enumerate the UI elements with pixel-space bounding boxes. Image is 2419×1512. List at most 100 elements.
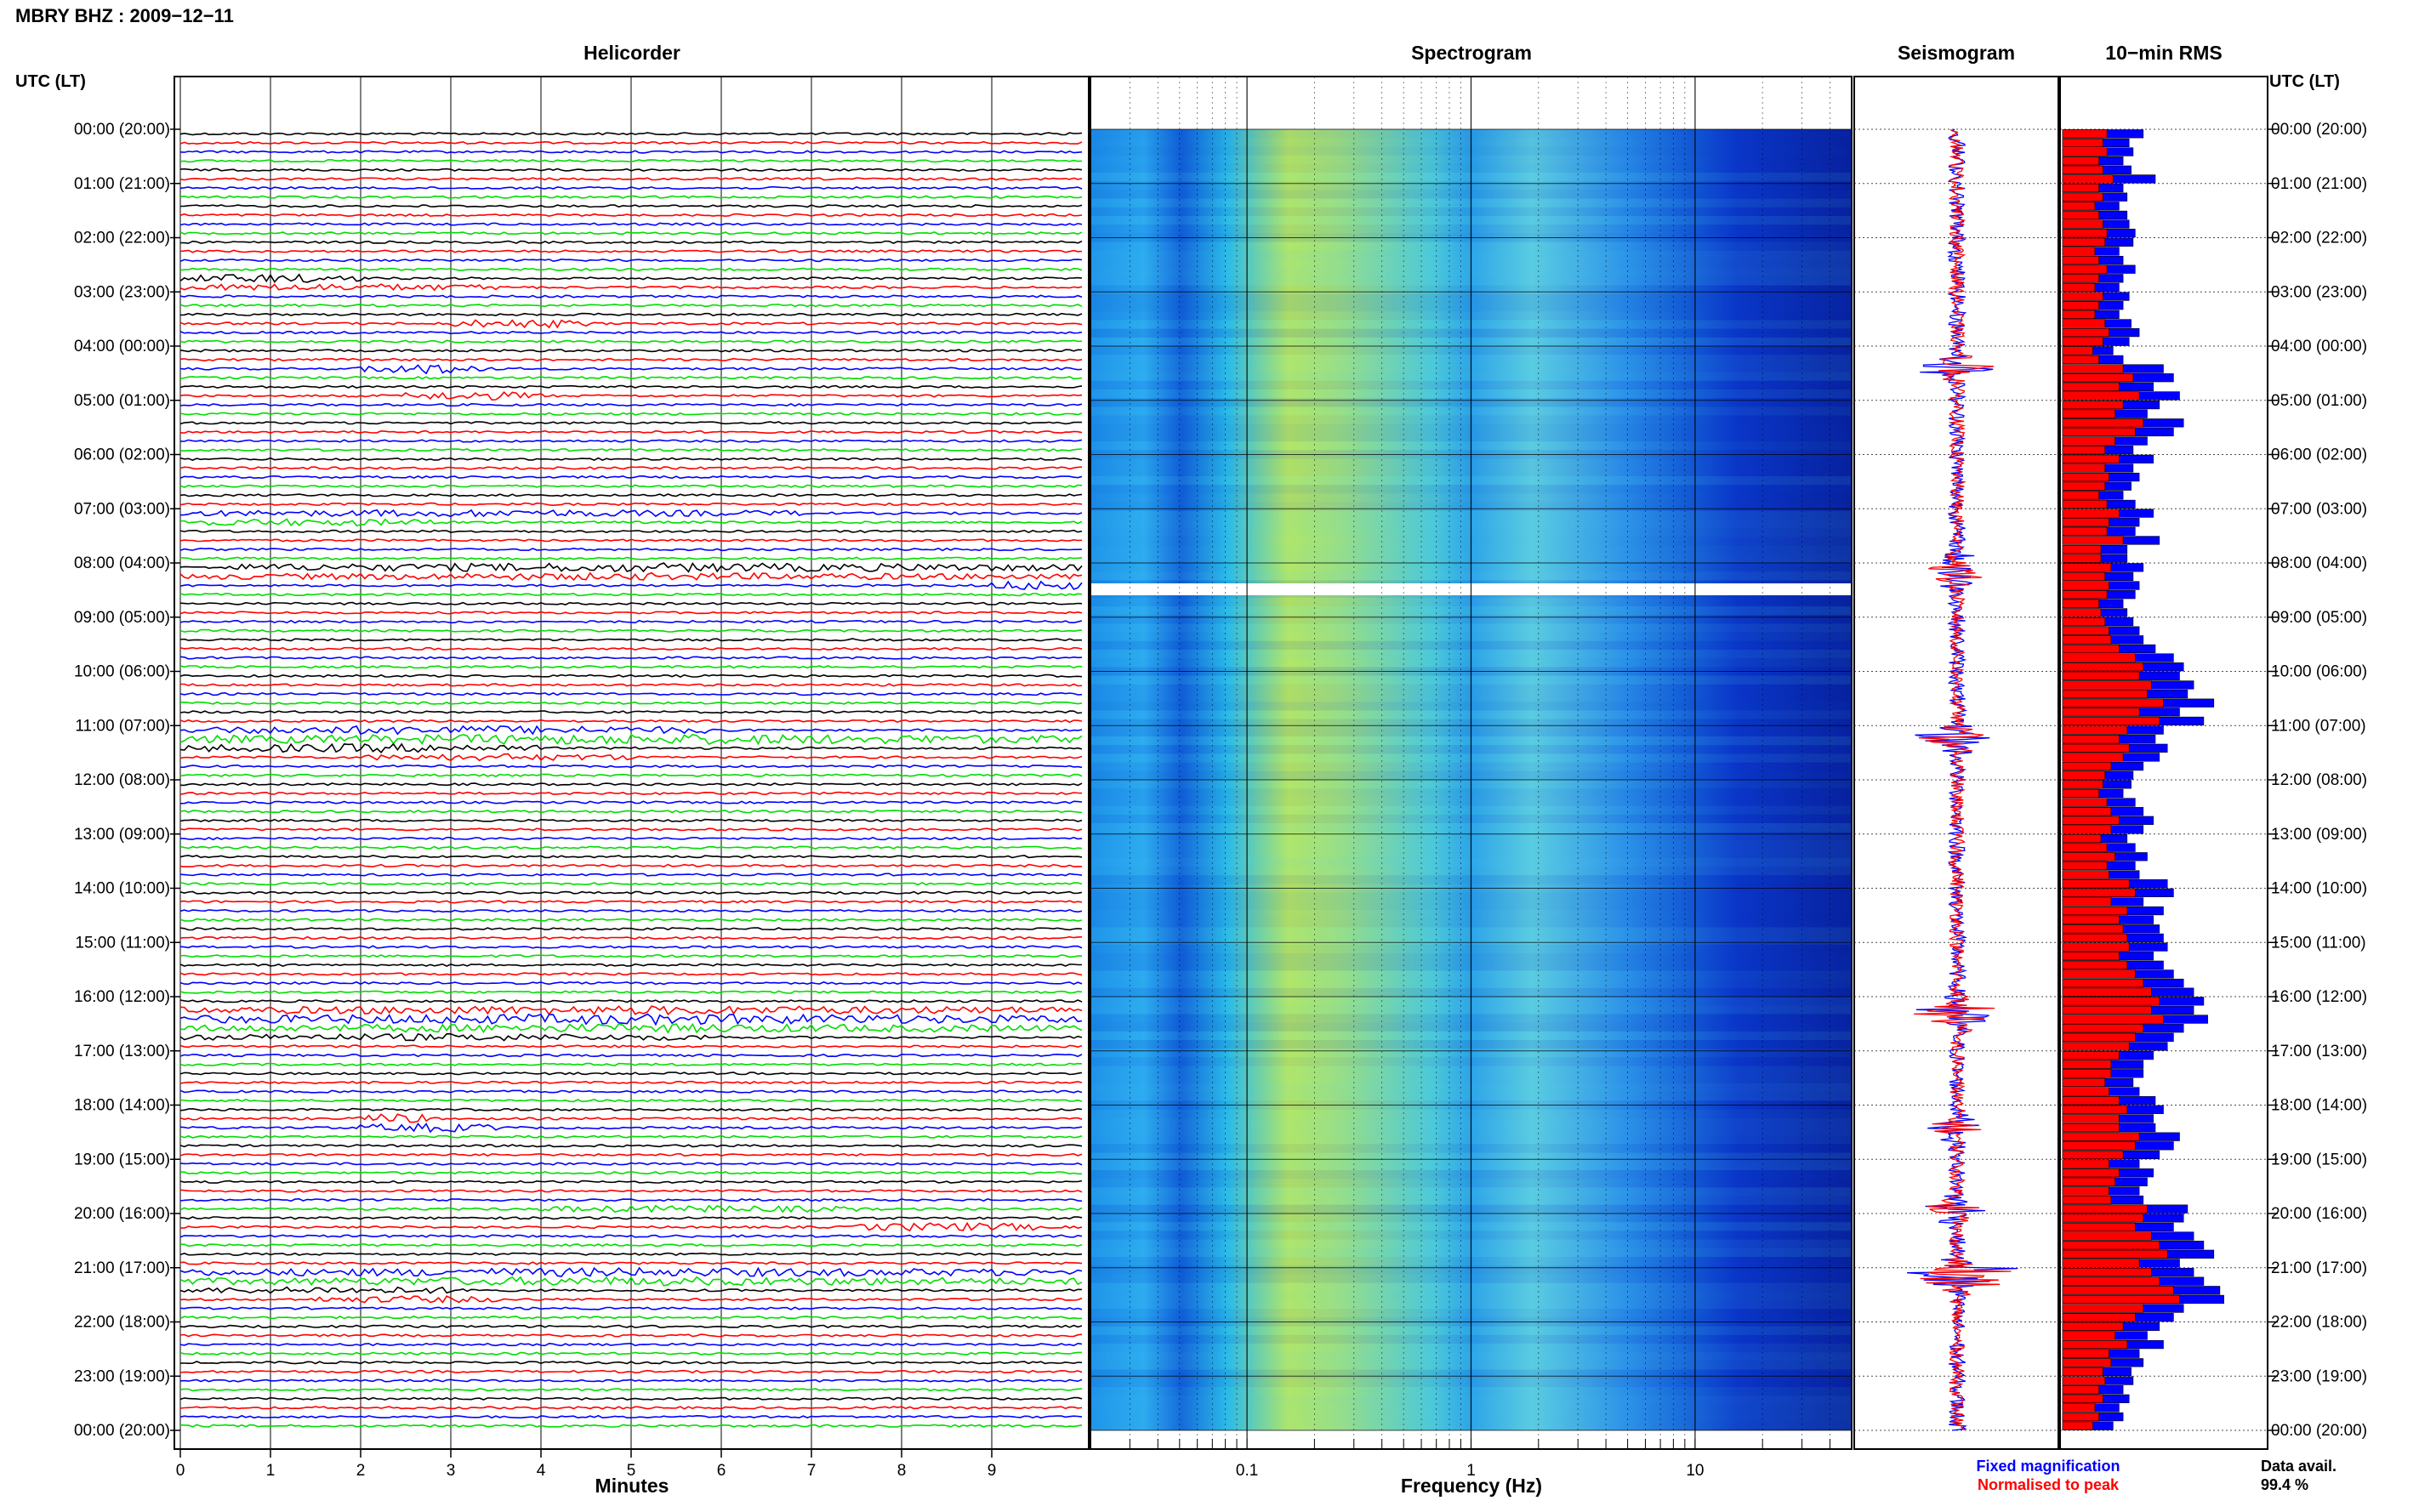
helicorder-trace [179, 963, 1082, 967]
helicorder-trace [179, 935, 1083, 941]
rms-bar-normalised [2062, 1259, 2140, 1268]
rms-bar-normalised [2062, 906, 2128, 916]
seismogram-trace-line [1914, 128, 2012, 1431]
helicorder-trace [179, 493, 1083, 497]
helicorder-trace [179, 509, 1083, 518]
row-label-right: 22:00 (18:00) [2271, 1314, 2367, 1332]
helicorder-trace [179, 249, 1083, 253]
row-label-left: 16:00 (12:00) [74, 988, 170, 1006]
helicorder-trace [179, 900, 1083, 904]
seismogram-panel [1853, 76, 2059, 1450]
helicorder-trace [179, 222, 1083, 226]
helicorder-trace [179, 1378, 1083, 1383]
helicorder-trace [179, 1162, 1083, 1166]
utc-right-label: UTC (LT) [2269, 72, 2340, 91]
helicorder-trace [179, 283, 1083, 292]
helicorder-trace [179, 204, 1083, 208]
rms-bar-normalised [2062, 617, 2106, 627]
rms-bar-normalised [2062, 563, 2112, 572]
row-label-left: 23:00 (19:00) [74, 1367, 170, 1385]
row-label-right: 13:00 (09:00) [2271, 826, 2367, 844]
rms-bar-normalised [2062, 1331, 2115, 1340]
rms-bar-normalised [2062, 301, 2100, 310]
helicorder-trace [179, 357, 1083, 362]
rms-bar-normalised [2062, 1286, 2174, 1295]
rms-bar-normalised [2062, 888, 2136, 897]
helicorder-trace [179, 818, 1083, 822]
rms-bar-normalised [2062, 237, 2106, 247]
row-label-right: 14:00 (10:00) [2271, 880, 2367, 898]
row-label-left: 07:00 (03:00) [74, 500, 170, 518]
row-label-left: 11:00 (07:00) [75, 717, 170, 735]
helicorder-x-tick-label: 1 [266, 1462, 276, 1480]
row-label-right: 06:00 (02:00) [2271, 446, 2367, 464]
helicorder-trace [179, 1276, 1083, 1287]
rms-bar-normalised [2062, 1042, 2130, 1051]
row-label-right: 21:00 (17:00) [2271, 1259, 2367, 1277]
row-label-right: 09:00 (05:00) [2271, 609, 2367, 627]
helicorder-trace [179, 1032, 1083, 1042]
rms-bar-normalised [2062, 689, 2148, 699]
helicorder-title: Helicorder [583, 42, 680, 64]
helicorder-trace [179, 448, 1083, 452]
helicorder-trace [179, 1204, 1083, 1214]
rms-bar-normalised [2062, 1050, 2120, 1060]
row-label-right: 18:00 (14:00) [2271, 1097, 2367, 1115]
rms-bar-normalised [2062, 1024, 2144, 1033]
helicorder-trace [179, 267, 1083, 271]
spectrogram-x-tick-label: 10 [1686, 1462, 1704, 1480]
rms-bar-normalised [2062, 969, 2136, 979]
rms-bar-normalised [2062, 409, 2115, 418]
helicorder-trace [179, 1406, 1083, 1410]
helicorder-trace [179, 168, 1083, 172]
rms-bar-normalised [2062, 1376, 2106, 1385]
rms-bar-normalised [2062, 1403, 2096, 1413]
rms-bar-normalised [2062, 355, 2100, 365]
rms-bar-normalised [2062, 1177, 2115, 1186]
rms-bar-normalised [2062, 942, 2130, 952]
helicorder-trace [179, 1252, 1083, 1256]
helicorder-trace [179, 638, 1082, 642]
helicorder-trace [179, 628, 1083, 633]
rms-bar-normalised [2062, 264, 2108, 274]
helicorder-gridlines [179, 77, 993, 1449]
rms-bar-normalised [2062, 454, 2120, 463]
rms-bar-normalised [2062, 327, 2109, 338]
rms-bar-normalised [2062, 183, 2100, 193]
rms-bar-normalised [2062, 337, 2103, 346]
rms-bar-normalised [2062, 599, 2100, 608]
row-label-left: 17:00 (13:00) [74, 1043, 170, 1060]
helicorder-trace [179, 1342, 1083, 1347]
rms-bar-normalised [2062, 788, 2100, 799]
rms-bar-normalised [2062, 852, 2115, 861]
rms-bar-normalised [2062, 129, 2108, 139]
rms-bar-normalised [2062, 319, 2106, 328]
rms-bar-normalised [2062, 671, 2140, 680]
helicorder-trace [179, 580, 1083, 590]
helicorder-trace [179, 1216, 1083, 1220]
rms-bar-normalised [2062, 436, 2115, 446]
rms-bar-normalised [2062, 698, 2164, 708]
helicorder-trace [179, 873, 1083, 877]
helicorder-trace [179, 185, 1083, 190]
rms-bar-normalised [2062, 635, 2112, 645]
helicorder-trace [179, 954, 1082, 958]
rms-bar-normalised [2062, 391, 2140, 401]
row-label-left: 03:00 (23:00) [74, 283, 170, 301]
rms-bar-normalised [2062, 924, 2124, 934]
helicorder-trace [179, 475, 1083, 480]
helicorder-trace [179, 890, 1083, 895]
helicorder-trace [179, 1005, 1083, 1016]
rms-bar-normalised [2062, 1222, 2136, 1232]
rms-bar-normalised [2062, 987, 2152, 997]
data-avail-label: Data avail. [2261, 1458, 2336, 1475]
legend-normalised-to-peak: Normalised to peak [1978, 1476, 2120, 1493]
rms-bar-normalised [2062, 463, 2106, 473]
rms-bar-normalised [2062, 1168, 2120, 1178]
seismogram-trace [1907, 128, 2018, 1431]
rms-bar-normalised [2062, 1241, 2160, 1250]
helicorder-trace [179, 231, 1083, 236]
rms-bar-normalised [2062, 798, 2108, 807]
row-label-right: 03:00 (23:00) [2271, 283, 2367, 301]
row-label-right: 23:00 (19:00) [2271, 1367, 2367, 1385]
